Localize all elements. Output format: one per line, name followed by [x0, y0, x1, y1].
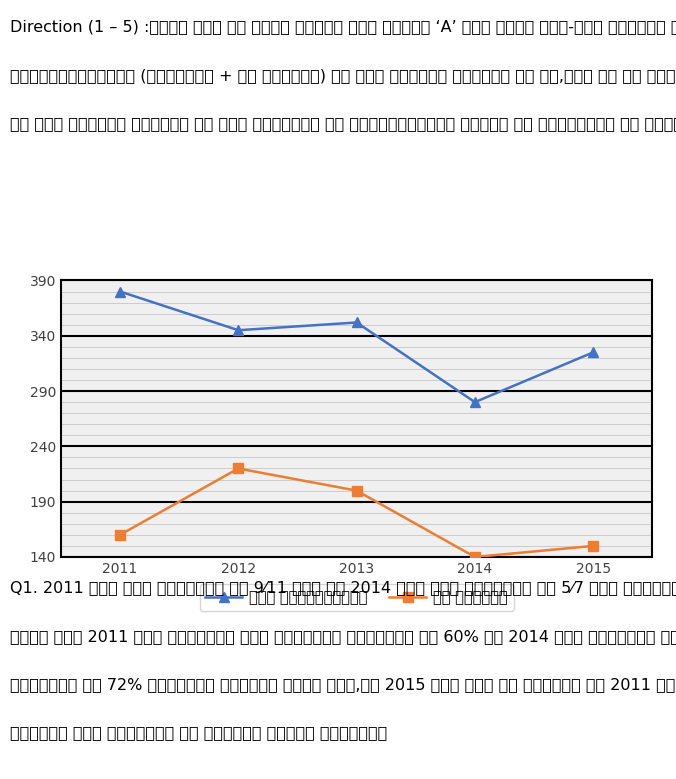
Text: Direction (1 – 5) :नीचे दिए गए लाइन ग्राफ में कॉलेज ‘A’ में पाँच अलग-अलग वर्षों : Direction (1 – 5) :नीचे दिए गए लाइन ग्रा…: [10, 19, 676, 34]
Text: हैं। यदि 2011 में परीक्षा में उपस्थित हॉस्टलर का 60% और 2014 में परीक्षा में उपस: हैं। यदि 2011 में परीक्षा में उपस्थित हॉ…: [10, 629, 676, 643]
Text: Q1. 2011 में कुल हॉस्टलर के 9⁄11 वें और 2014 में कुल हॉस्टलर के 5⁄7 वें परीक्षा : Q1. 2011 में कुल हॉस्टलर के 9⁄11 वें और …: [10, 580, 676, 595]
Text: मिलाकर कुल हॉस्टलर से अनुपात ज्ञात कीजिये।: मिलाकर कुल हॉस्टलर से अनुपात ज्ञात कीजिय…: [10, 725, 387, 740]
Text: हॉस्टलर का 72% परीक्षा उतीर्ण करते हैं,तो 2015 में कुल डे स्कॉलर का 2011 और 2014: हॉस्टलर का 72% परीक्षा उतीर्ण करते हैं,त…: [10, 677, 676, 692]
Legend: कुल विद्यार्थी, डे स्कॉलर: कुल विद्यार्थी, डे स्कॉलर: [199, 584, 514, 611]
Text: विद्यार्थियों (हॉस्टलर + डे स्कॉलर) की कुल संख्या दर्शाई गई है,साथ ही डे स्कॉलर : विद्यार्थियों (हॉस्टलर + डे स्कॉलर) की क…: [10, 68, 676, 83]
Text: की कुल संख्या दर्शाई गई है। आंकड़ों को ध्यानपूर्वक पढ़िए और प्रश्नों के उत्तर दी: की कुल संख्या दर्शाई गई है। आंकड़ों को ध…: [10, 116, 676, 131]
